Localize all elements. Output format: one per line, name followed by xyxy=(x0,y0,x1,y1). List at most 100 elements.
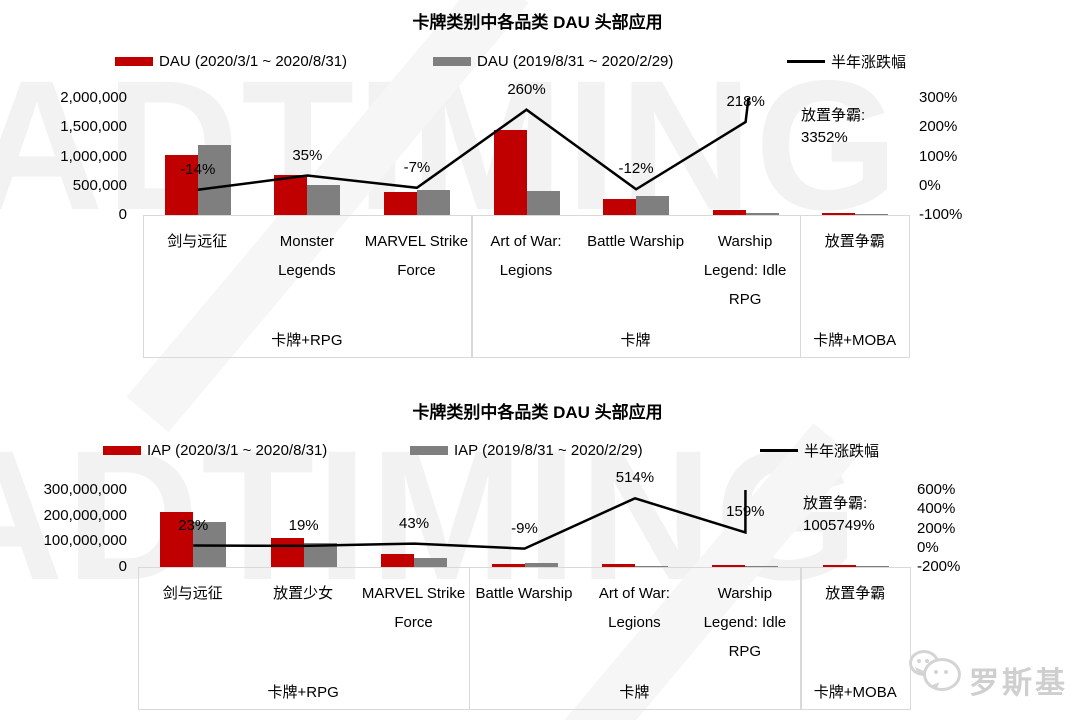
category-label: Monster Legends xyxy=(278,233,336,279)
category-label: Battle Warship xyxy=(475,585,573,602)
trend-point-label: -7% xyxy=(403,158,431,176)
off-scale-annotation: 放置争霸: 3352% xyxy=(801,105,865,149)
bar-current-period xyxy=(493,129,527,215)
right-axis-tick-label: 300% xyxy=(919,89,958,106)
group-label: 卡牌+MOBA xyxy=(813,684,897,701)
bar-previous-period xyxy=(634,566,668,567)
half-year-change-line xyxy=(197,98,750,192)
left-axis-tick-label: 0 xyxy=(118,206,127,223)
off-scale-annotation: 放置争霸: 1005749% xyxy=(803,493,875,537)
bar-current-period xyxy=(822,565,856,567)
chart-title-iap: 卡牌类别中各品类 DAU 头部应用 xyxy=(412,403,663,422)
bar-previous-period xyxy=(416,190,450,215)
bar-current-period xyxy=(381,554,415,567)
right-axis-tick-label: -100% xyxy=(919,206,963,223)
legend-label: IAP (2019/8/31 ~ 2020/2/29) xyxy=(454,441,643,459)
right-axis-tick-label: 600% xyxy=(917,481,956,498)
legend-item: DAU (2019/8/31 ~ 2020/2/29) xyxy=(433,52,673,70)
half-year-change-line xyxy=(193,490,747,550)
wechat-brand-mark: 罗斯基 xyxy=(905,646,1073,708)
group-divider xyxy=(471,216,473,357)
left-axis-tick-label: 300,000,000 xyxy=(43,481,127,498)
category-table: 剑与远征 Monster Legends MARVEL Strike Force Ar… xyxy=(143,215,910,358)
bar-previous-period xyxy=(414,558,448,567)
legend-label: 半年涨跌幅 xyxy=(831,53,907,71)
trend-point-label: 23% xyxy=(178,516,209,534)
bar-current-period xyxy=(601,564,635,567)
left-axis-tick-label: 2,000,000 xyxy=(60,89,127,106)
legend-item: DAU (2020/3/1 ~ 2020/8/31) xyxy=(115,52,347,70)
bar-current-period xyxy=(160,511,194,567)
bar-previous-period xyxy=(745,566,779,567)
category-label: MARVEL Strike Force xyxy=(364,233,469,279)
bar-current-period xyxy=(712,209,746,215)
legend-item: 半年涨跌幅 xyxy=(760,441,880,460)
category-label: Battle Warship xyxy=(587,233,685,250)
bar-current-period xyxy=(164,154,198,215)
bar-previous-period xyxy=(745,213,779,215)
left-axis-tick-label: 1,000,000 xyxy=(60,147,127,165)
trend-point-label: -14% xyxy=(180,160,216,178)
legend-bar-swatch xyxy=(410,445,448,455)
left-axis-tick-label: 100,000,000 xyxy=(43,532,127,550)
trend-point-label: 260% xyxy=(507,80,546,98)
annotation-label: 放置争霸: xyxy=(803,495,868,512)
legend-item: IAP (2020/3/1 ~ 2020/8/31) xyxy=(103,441,327,459)
legend-bar-swatch xyxy=(115,56,153,66)
annotation-value: 1005749% xyxy=(803,517,875,534)
legend-label: DAU (2019/8/31 ~ 2020/2/29) xyxy=(477,52,674,70)
bar-previous-period xyxy=(307,185,341,215)
trend-point-label: 35% xyxy=(292,146,323,164)
bar-previous-period xyxy=(855,566,889,567)
right-axis-tick-label: 100% xyxy=(919,147,958,165)
bar-current-period xyxy=(603,198,637,215)
category-label: 放置少女 xyxy=(273,585,334,602)
annotation-label: 放置争霸: xyxy=(801,107,866,124)
bar-previous-period xyxy=(855,214,889,215)
bar-previous-period xyxy=(526,191,560,215)
group-label: 卡牌+RPG xyxy=(271,332,343,349)
category-label: Warship Legend: Idle RPG xyxy=(703,585,787,660)
annotation-value: 3352% xyxy=(801,129,848,146)
trend-point-label: 19% xyxy=(288,516,319,534)
legend-line-swatch xyxy=(787,59,825,63)
right-axis-tick-label: 0% xyxy=(919,176,941,194)
trend-point-label: -9% xyxy=(511,519,538,537)
bar-current-period xyxy=(274,175,308,215)
group-label: 卡牌+RPG xyxy=(267,684,339,701)
right-axis-tick-label: 0% xyxy=(917,538,939,556)
right-axis-tick-label: 200% xyxy=(917,519,956,537)
right-axis-tick-label: 200% xyxy=(919,118,958,136)
legend-line-swatch xyxy=(760,448,798,452)
bar-current-period xyxy=(491,563,525,567)
category-label: MARVEL Strike Force xyxy=(361,585,466,631)
left-axis-tick-label: 0 xyxy=(118,558,127,575)
legend-item: IAP (2019/8/31 ~ 2020/2/29) xyxy=(410,441,643,459)
wechat-icon xyxy=(923,658,961,698)
bar-previous-period xyxy=(636,196,670,215)
right-axis-tick-label: -200% xyxy=(917,558,961,575)
category-label: 剑与远征 xyxy=(167,233,228,250)
category-label: Art of War: Legions xyxy=(490,233,562,279)
left-axis-tick-label: 1,500,000 xyxy=(60,118,127,136)
group-divider xyxy=(800,568,802,709)
legend-label: DAU (2020/3/1 ~ 2020/8/31) xyxy=(159,52,348,70)
legend-label: IAP (2020/3/1 ~ 2020/8/31) xyxy=(147,441,328,459)
group-divider xyxy=(799,216,802,357)
bar-current-period xyxy=(822,213,856,215)
left-axis-tick-label: 200,000,000 xyxy=(43,506,127,524)
category-label: 剑与远征 xyxy=(162,585,223,602)
trend-point-label: -12% xyxy=(618,160,654,178)
bar-current-period xyxy=(712,565,746,567)
group-label: 卡牌 xyxy=(620,332,651,349)
trend-point-label: 43% xyxy=(399,514,430,532)
group-label: 卡牌 xyxy=(619,684,650,701)
trend-point-label: 218% xyxy=(726,92,765,110)
brand-name: 罗斯基 xyxy=(969,667,1068,700)
category-table: 剑与远征 放置少女 MARVEL Strike Force Battle Warshi… xyxy=(138,567,911,710)
legend-item: 半年涨跌幅 xyxy=(787,52,907,71)
legend-label: 半年涨跌幅 xyxy=(804,442,880,460)
bar-current-period xyxy=(270,538,304,567)
group-divider xyxy=(468,568,471,709)
